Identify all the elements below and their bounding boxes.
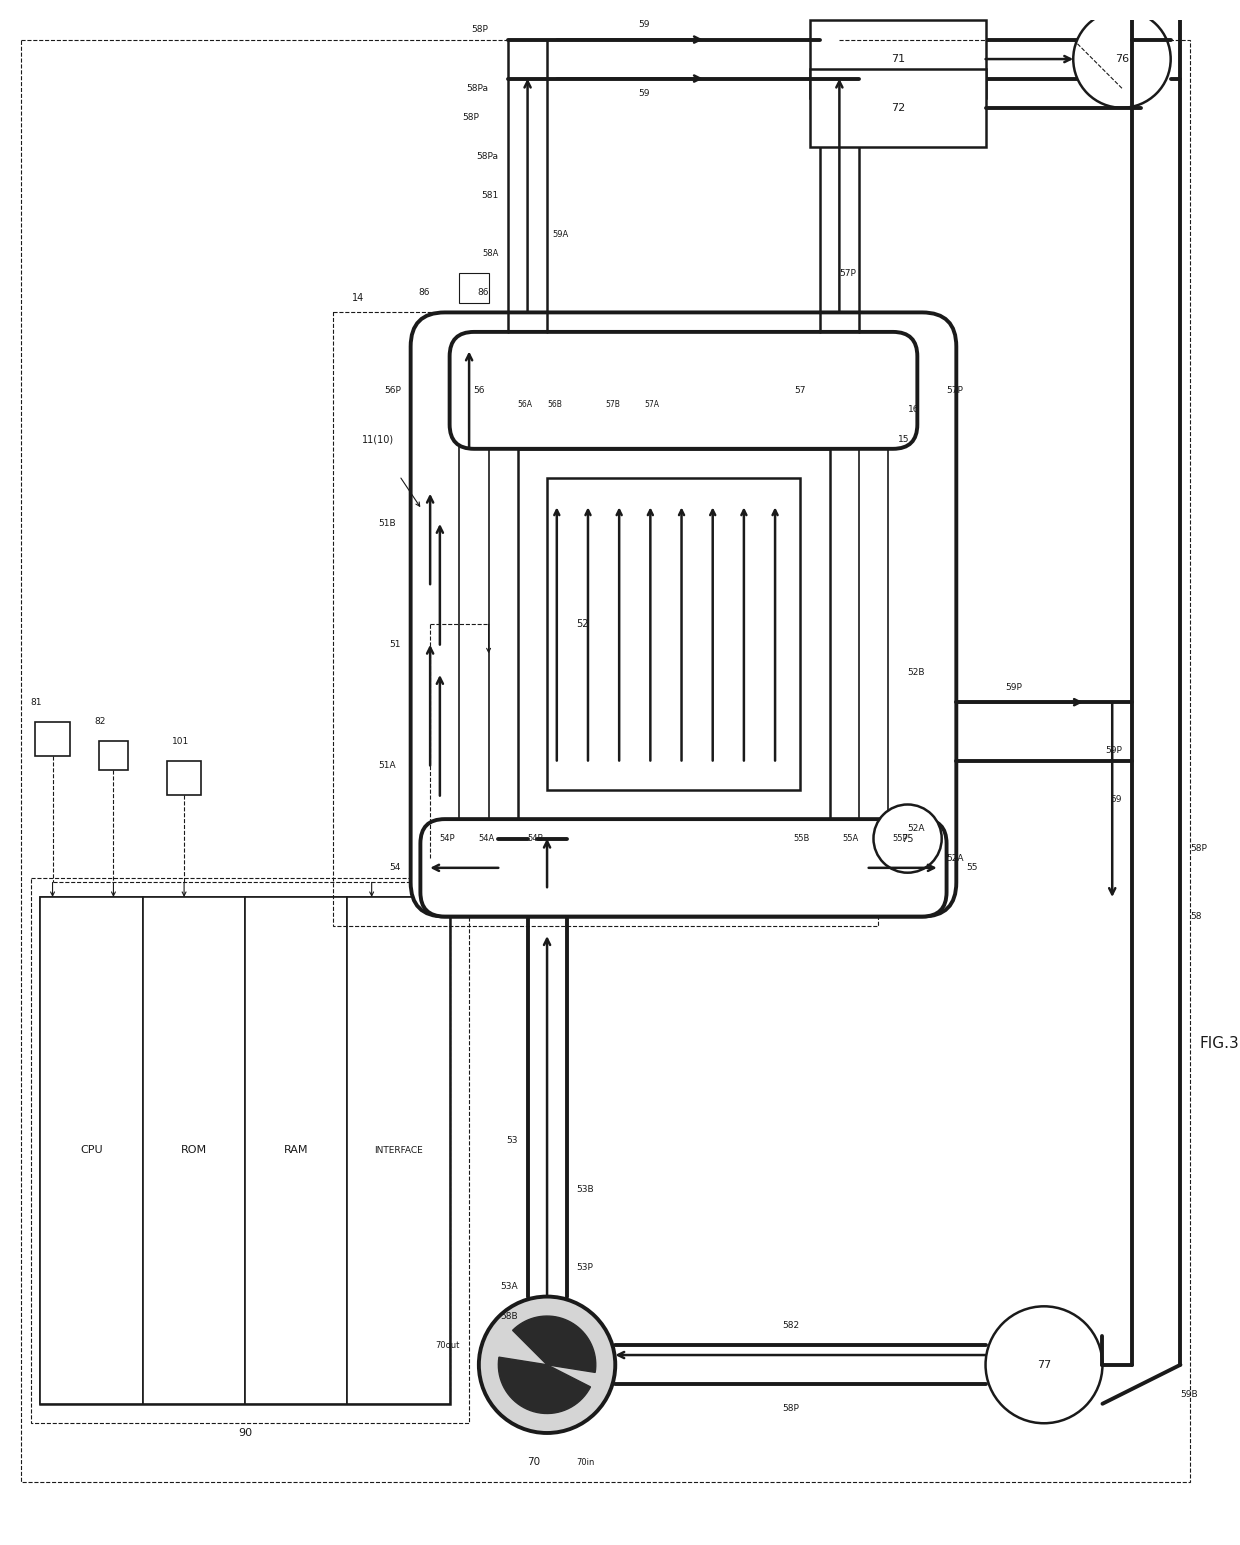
Text: 16: 16 xyxy=(908,405,919,414)
Text: 53P: 53P xyxy=(577,1262,593,1272)
Text: 86: 86 xyxy=(419,289,430,298)
Text: 52: 52 xyxy=(577,620,589,629)
Text: 54: 54 xyxy=(389,864,401,873)
Text: 90: 90 xyxy=(238,1428,252,1438)
Bar xyxy=(99,742,128,771)
Text: 581: 581 xyxy=(481,192,498,199)
Circle shape xyxy=(986,1307,1102,1423)
Text: 52A: 52A xyxy=(908,825,925,833)
Text: 582: 582 xyxy=(782,1321,800,1330)
Text: 58P: 58P xyxy=(463,113,479,122)
Text: 59: 59 xyxy=(639,20,650,29)
Text: 54B: 54B xyxy=(527,834,544,844)
FancyBboxPatch shape xyxy=(410,312,956,916)
Text: 56A: 56A xyxy=(518,400,533,409)
Text: 15: 15 xyxy=(898,434,909,443)
Text: 59: 59 xyxy=(1111,796,1122,803)
Text: 55: 55 xyxy=(966,864,977,873)
Text: 58P: 58P xyxy=(782,1404,799,1414)
Text: 53: 53 xyxy=(506,1136,518,1145)
Circle shape xyxy=(873,805,941,873)
Text: ROM: ROM xyxy=(181,1145,207,1156)
Bar xyxy=(332,312,878,927)
Text: 56: 56 xyxy=(474,386,485,396)
Text: 70in: 70in xyxy=(577,1458,595,1466)
Circle shape xyxy=(1074,11,1171,108)
Text: 55P: 55P xyxy=(892,834,908,844)
Text: 57A: 57A xyxy=(645,400,660,409)
Bar xyxy=(264,927,450,1394)
Text: 59A: 59A xyxy=(552,230,568,239)
Bar xyxy=(459,391,888,878)
Bar xyxy=(810,70,986,147)
Text: 58A: 58A xyxy=(482,249,498,258)
Bar xyxy=(489,420,859,848)
Text: RAM: RAM xyxy=(284,1145,309,1156)
Text: 51B: 51B xyxy=(378,519,396,528)
Text: 54A: 54A xyxy=(479,834,495,844)
Text: 53B: 53B xyxy=(577,1185,594,1194)
Text: 59P: 59P xyxy=(1105,746,1122,756)
Text: 58Pa: 58Pa xyxy=(476,151,498,161)
Circle shape xyxy=(479,1296,615,1434)
Text: 71: 71 xyxy=(890,54,905,63)
Text: 57P: 57P xyxy=(839,269,857,278)
Text: 57B: 57B xyxy=(605,400,620,409)
Text: 86: 86 xyxy=(477,289,489,298)
Text: 57P: 57P xyxy=(946,386,963,396)
Text: 59B: 59B xyxy=(1180,1389,1198,1398)
Text: 51A: 51A xyxy=(378,762,396,769)
Text: 58Pa: 58Pa xyxy=(466,83,489,93)
Text: 58P: 58P xyxy=(1190,844,1207,853)
Text: 76: 76 xyxy=(1115,54,1130,63)
Text: 55A: 55A xyxy=(843,834,859,844)
Text: INTERFACE: INTERFACE xyxy=(374,1146,423,1156)
Text: 52B: 52B xyxy=(908,669,925,677)
Polygon shape xyxy=(512,1316,595,1372)
Text: 58P: 58P xyxy=(471,25,489,34)
Text: 58B: 58B xyxy=(500,1312,518,1321)
Text: 14: 14 xyxy=(352,294,365,303)
Bar xyxy=(31,878,469,1423)
Text: 57: 57 xyxy=(795,386,806,396)
Text: 51: 51 xyxy=(389,640,401,649)
Bar xyxy=(143,898,246,1404)
Text: 81: 81 xyxy=(31,698,42,706)
Text: FIG.3: FIG.3 xyxy=(1200,1035,1240,1051)
Bar xyxy=(547,477,800,789)
Text: 70: 70 xyxy=(527,1457,541,1468)
Text: 75: 75 xyxy=(901,834,914,844)
Bar xyxy=(167,760,201,794)
FancyBboxPatch shape xyxy=(420,819,946,916)
Bar xyxy=(41,898,143,1404)
Text: 70out: 70out xyxy=(435,1341,459,1350)
Text: 56B: 56B xyxy=(547,400,562,409)
Text: CPU: CPU xyxy=(81,1145,103,1156)
Text: 54P: 54P xyxy=(440,834,455,844)
Text: 53A: 53A xyxy=(500,1282,518,1292)
Text: 72: 72 xyxy=(890,104,905,113)
Bar xyxy=(810,20,986,97)
Text: 101: 101 xyxy=(172,737,190,746)
Text: 59P: 59P xyxy=(1006,683,1022,692)
FancyBboxPatch shape xyxy=(450,332,918,450)
Bar xyxy=(518,450,830,819)
Text: 77: 77 xyxy=(1037,1360,1052,1370)
Bar xyxy=(41,898,450,1404)
Bar xyxy=(347,898,450,1404)
Text: 11(10): 11(10) xyxy=(362,434,394,443)
Text: 56P: 56P xyxy=(384,386,401,396)
Text: 52A: 52A xyxy=(946,853,963,862)
Text: 58: 58 xyxy=(1190,912,1202,921)
Text: 59: 59 xyxy=(639,88,650,97)
Bar xyxy=(246,898,347,1404)
Polygon shape xyxy=(498,1357,590,1414)
Text: 82: 82 xyxy=(94,717,105,726)
Bar xyxy=(459,273,489,303)
Bar xyxy=(36,722,69,756)
Text: 55B: 55B xyxy=(794,834,810,844)
